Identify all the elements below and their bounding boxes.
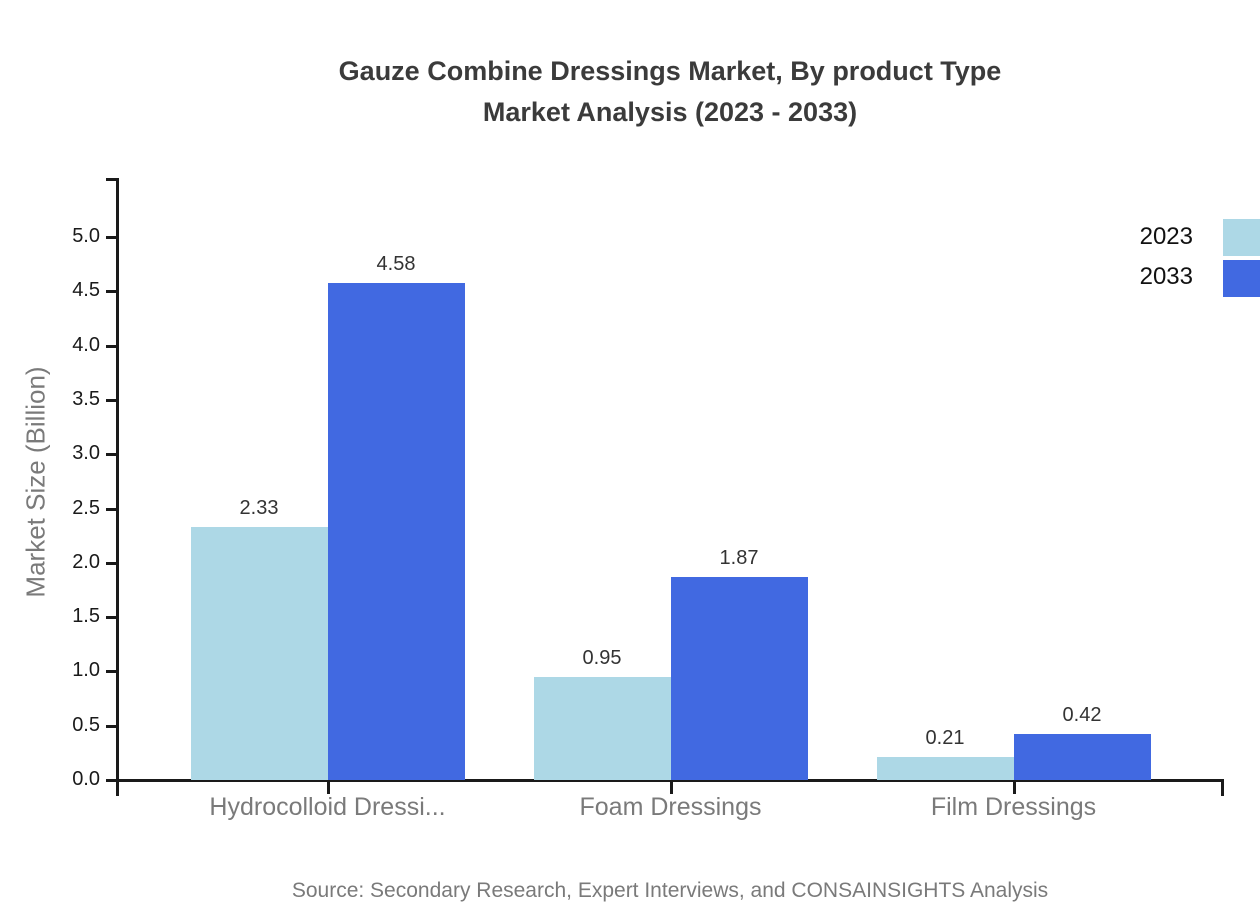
bar-2033-2	[1013, 734, 1151, 780]
source-note: Source: Secondary Research, Expert Inter…	[291, 879, 1049, 902]
value-label-2023-1: 0.95	[582, 646, 622, 669]
bar-2033-1	[670, 576, 808, 780]
category-label: Foam Dressings	[579, 793, 762, 821]
value-label-2033-0: 4.58	[376, 252, 416, 275]
y-tick	[106, 453, 118, 457]
y-tick	[106, 561, 118, 565]
y-tick	[106, 236, 118, 239]
y-tick-label: 4.5	[72, 279, 100, 302]
y-axis-line	[116, 178, 119, 796]
y-tick-label: 2.0	[72, 550, 100, 573]
category-label: Film Dressings	[930, 793, 1097, 821]
y-tick	[106, 398, 118, 402]
x-axis-end-cap	[1221, 779, 1224, 796]
bar-2033-0	[327, 282, 465, 780]
legend-swatch-2023	[1223, 219, 1260, 256]
bar-2023-0	[190, 526, 328, 780]
value-label-2033-1: 1.87	[719, 546, 759, 569]
y-tick-label: 3.0	[72, 442, 100, 465]
x-axis-line	[116, 779, 1224, 782]
x-tick	[326, 782, 330, 794]
x-tick	[1012, 782, 1016, 794]
value-label-2023-2: 0.21	[925, 727, 965, 750]
y-tick-label: 4.0	[72, 333, 100, 356]
category-label: Hydrocolloid Dressi...	[209, 793, 446, 821]
y-tick	[106, 507, 118, 511]
y-tick-label: 5.0	[72, 225, 100, 247]
y-tick-label: 2.5	[72, 496, 100, 519]
x-tick	[669, 782, 673, 794]
y-tick	[106, 616, 118, 620]
bar-2023-2	[876, 757, 1014, 780]
y-tick	[106, 290, 118, 294]
y-tick	[106, 670, 118, 674]
y-tick	[106, 724, 118, 728]
chart-title-line1: Gauze Combine Dressings Market, By produ…	[338, 56, 1002, 86]
bar-2023-1	[533, 676, 671, 780]
legend-label-2033: 2033	[1139, 263, 1193, 290]
y-tick	[106, 344, 118, 348]
y-tick-label: 0.0	[72, 768, 100, 790]
y-tick	[106, 779, 118, 782]
y-tick-label: 1.0	[72, 659, 100, 682]
y-tick-label: 1.5	[72, 605, 100, 628]
chart-title: Gauze Combine Dressings Market, By produ…	[80, 51, 1260, 133]
legend-label-2023: 2023	[1139, 223, 1193, 250]
y-tick-label: 3.5	[72, 387, 100, 410]
value-label-2033-2: 0.42	[1062, 704, 1102, 727]
y-tick-label: 0.5	[72, 713, 100, 736]
y-axis-top-cap	[106, 178, 119, 181]
legend-swatch-2033	[1223, 260, 1260, 297]
chart-title-line2: Market Analysis (2023 - 2033)	[482, 97, 858, 127]
value-label-2023-0: 2.33	[239, 496, 279, 519]
